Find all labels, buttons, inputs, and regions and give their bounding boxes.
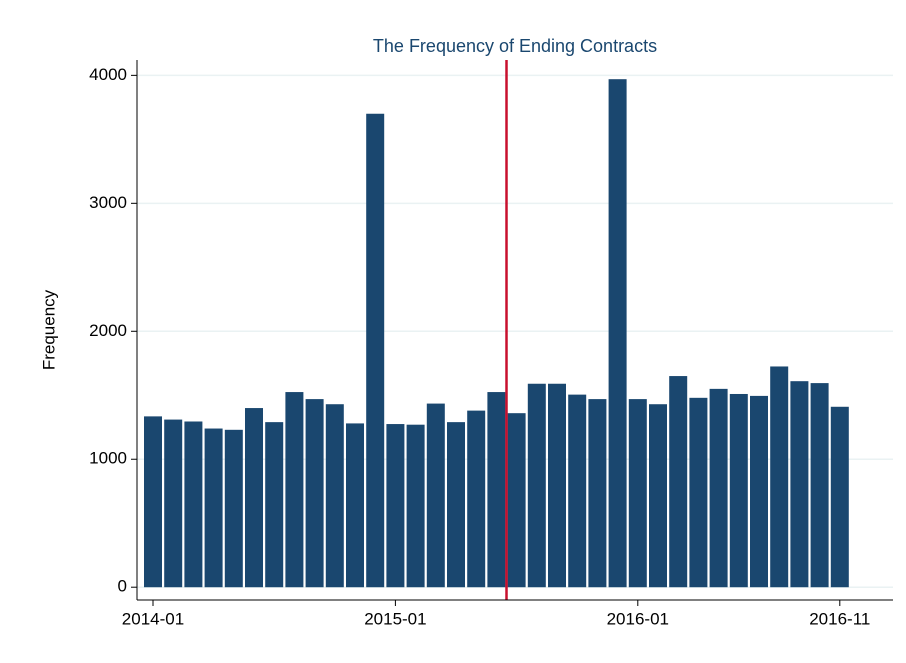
- bar: [487, 392, 506, 588]
- bar: [447, 422, 465, 588]
- bar: [507, 413, 526, 588]
- x-tick-label: 2014-01: [122, 609, 184, 628]
- bar: [204, 428, 223, 588]
- bar: [548, 383, 566, 588]
- bar: [709, 388, 728, 588]
- bar: [426, 403, 445, 588]
- bar: [810, 383, 829, 588]
- bar: [224, 429, 243, 588]
- bar: [689, 397, 708, 588]
- bar: [830, 406, 849, 588]
- bar: [669, 376, 688, 588]
- bar: [366, 113, 385, 588]
- x-tick-label: 2016-01: [607, 609, 669, 628]
- bar: [729, 393, 748, 588]
- bar: [406, 424, 425, 588]
- y-tick-label: 3000: [89, 193, 127, 212]
- y-tick-label: 4000: [89, 65, 127, 84]
- bar: [467, 410, 486, 588]
- chart-title: The Frequency of Ending Contracts: [373, 36, 657, 56]
- x-tick-label: 2015-01: [364, 609, 426, 628]
- bar: [245, 408, 263, 588]
- bar: [386, 424, 405, 588]
- bar: [790, 381, 809, 588]
- bar: [184, 421, 203, 588]
- y-tick-label: 1000: [89, 449, 127, 468]
- bar: [164, 419, 183, 588]
- bar: [346, 423, 364, 588]
- bar: [568, 394, 587, 588]
- y-tick-label: 0: [118, 577, 127, 596]
- bar: [588, 399, 607, 588]
- bar: [628, 399, 647, 588]
- bar: [750, 395, 768, 588]
- bar: [265, 422, 284, 588]
- y-axis-label: Frequency: [39, 289, 58, 370]
- x-tick-label: 2016-11: [809, 609, 870, 628]
- y-tick-label: 2000: [89, 321, 127, 340]
- bar: [285, 392, 304, 588]
- bar: [305, 399, 324, 588]
- bar: [770, 366, 789, 588]
- bar: [144, 416, 162, 588]
- bar: [649, 404, 667, 588]
- bar: [325, 404, 344, 588]
- bar: [608, 79, 627, 588]
- bar: [527, 383, 546, 588]
